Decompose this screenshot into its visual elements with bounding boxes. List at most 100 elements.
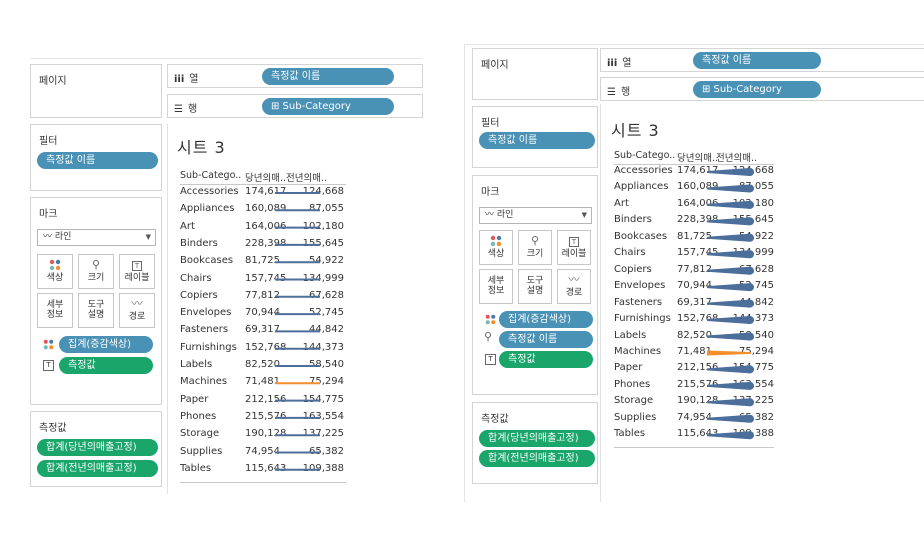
previous-year-cell: 87,055 <box>309 203 344 215</box>
label-icon: T <box>43 360 54 371</box>
color-dots-icon <box>43 339 54 350</box>
table-row: Machines 71,481 75,294 <box>180 376 346 392</box>
marks-card[interactable]: 마크 〰 라인 ▼ 색상 ⚲ 크기 T 레이블 세부 정보 도구 설명 〰 경로 <box>472 175 598 395</box>
sub-category-cell: Furnishings <box>180 341 237 353</box>
color-button[interactable]: 색상 <box>37 254 73 289</box>
pages-card[interactable]: 페이지 <box>472 48 598 100</box>
sub-category-cell: Bookcases <box>614 230 668 242</box>
measure-pill-current[interactable]: 합계(당년의매출고정) <box>37 439 158 456</box>
previous-year-cell: 54,922 <box>739 230 774 242</box>
rows-pill-sub-category[interactable]: ⊞ Sub-Category <box>262 98 394 115</box>
sheet-table: Sub-Catego.. 당년의매.. 전년의매.. Accessories 174,6… <box>180 0 430 536</box>
previous-year-cell: 154,775 <box>302 393 344 405</box>
marks-pill-measure-values[interactable]: 측정값 <box>59 357 153 374</box>
filter-pill-measure-names[interactable]: 측정값 이름 <box>479 132 595 149</box>
sub-category-cell: Tables <box>180 462 212 474</box>
table-row: Fasteners 69,317 44,842 <box>180 324 346 340</box>
rows-shelf[interactable]: ☰ 행 ⊞ Sub-Category <box>167 94 423 118</box>
previous-year-cell: 163,554 <box>302 410 344 422</box>
columns-pill-measure-names[interactable]: 측정값 이름 <box>693 52 821 69</box>
mark-type-dropdown[interactable]: 〰 라인 ▼ <box>37 229 156 246</box>
label-button[interactable]: T 레이블 <box>119 254 155 289</box>
color-button[interactable]: 색상 <box>479 230 513 265</box>
table-row: Binders 228,398 155,645 <box>180 238 346 254</box>
table-row: Copiers 77,812 67,628 <box>180 290 346 306</box>
columns-shelf[interactable]: iii 열 측정값 이름 <box>600 48 924 72</box>
previous-year-cell: 44,842 <box>309 324 344 336</box>
table-row: Art 164,006 102,180 <box>180 221 346 237</box>
previous-year-cell: 124,668 <box>732 165 774 176</box>
table-row: Phones 215,576 163,554 <box>180 411 346 427</box>
columns-shelf[interactable]: iii 열 측정값 이름 <box>167 64 423 88</box>
sub-category-cell: Paper <box>614 362 643 374</box>
pages-card[interactable]: 페이지 <box>30 64 162 118</box>
label-button[interactable]: T 레이블 <box>557 230 591 265</box>
sub-category-cell: Binders <box>180 237 218 249</box>
table-row: Art 164,006 102,180 <box>614 198 774 214</box>
path-button[interactable]: 〰 경로 <box>557 269 591 304</box>
previous-year-cell: 144,373 <box>302 341 344 353</box>
table-row: Labels 82,520 58,540 <box>180 359 346 375</box>
marks-pill-measure-names[interactable]: 측정값 이름 <box>499 331 593 348</box>
measure-pill-current[interactable]: 합계(당년의매출고정) <box>479 430 595 447</box>
marks-card[interactable]: 마크 〰 라인 ▼ 색상 ⚲ 크기 T 레이블 세부 정보 도구 설명 〰 경로 <box>30 197 162 405</box>
table-bottom-divider <box>180 482 346 484</box>
measure-pill-previous[interactable]: 합계(전년의매출고정) <box>37 460 158 477</box>
measure-values-card[interactable]: 측정값 합계(당년의매출고정) 합계(전년의매출고정) <box>30 411 162 487</box>
table-row: Bookcases 81,725 54,922 <box>614 231 774 247</box>
table-row: Envelopes 70,944 52,745 <box>614 280 774 296</box>
filters-card[interactable]: 필터 측정값 이름 <box>30 124 162 191</box>
sub-category-cell: Phones <box>180 410 217 422</box>
mark-type-value: 〰 라인 <box>43 232 72 242</box>
columns-pill-measure-names[interactable]: 측정값 이름 <box>262 68 394 85</box>
table-row: Chairs 157,745 134,999 <box>180 273 346 289</box>
path-button-label: 경로 <box>128 312 146 322</box>
tooltip-button[interactable]: 도구 설명 <box>518 269 552 304</box>
size-icon: ⚲ <box>91 258 101 271</box>
measure-values-card[interactable]: 측정값 합계(당년의매출고정) 합계(전년의매출고정) <box>472 402 598 484</box>
chevron-down-icon: ▼ <box>145 233 151 241</box>
table-row: Furnishings 152,768 144,373 <box>614 313 774 329</box>
header-current-year: 당년의매.. <box>245 173 286 184</box>
marks-pill-measure-values[interactable]: 측정값 <box>499 351 593 368</box>
current-year-cell: 174,617 <box>677 165 719 176</box>
sub-category-cell: Machines <box>180 376 228 388</box>
size-icon: ⚲ <box>484 330 493 343</box>
current-year-cell: 70,944 <box>245 307 280 319</box>
header-sub-category: Sub-Catego.. <box>180 170 242 181</box>
filters-card[interactable]: 필터 측정값 이름 <box>472 106 598 168</box>
current-year-cell: 212,156 <box>677 362 719 374</box>
current-year-cell: 190,128 <box>677 395 719 407</box>
detail-button[interactable]: 세부 정보 <box>479 269 513 304</box>
sub-category-cell: Fasteners <box>180 324 229 336</box>
sub-category-cell: Supplies <box>614 411 657 423</box>
columns-shelf-label: 열 <box>622 58 632 69</box>
size-button[interactable]: ⚲ 크기 <box>518 230 552 265</box>
detail-button[interactable]: 세부 정보 <box>37 293 73 328</box>
measure-pill-previous[interactable]: 합계(전년의매출고정) <box>479 450 595 467</box>
path-button[interactable]: 〰 경로 <box>119 293 155 328</box>
header-sub-category: Sub-Catego.. <box>614 150 676 161</box>
current-year-cell: 215,576 <box>677 378 719 390</box>
marks-pill-color-agg[interactable]: 집계(증감색상) <box>499 311 593 328</box>
header-current-year: 당년의매.. <box>677 153 718 164</box>
previous-year-cell: 65,382 <box>739 411 774 423</box>
table-row: Bookcases 81,725 54,922 <box>180 255 346 271</box>
tooltip-button[interactable]: 도구 설명 <box>78 293 114 328</box>
marks-pill-color-agg[interactable]: 집계(증감색상) <box>59 336 153 353</box>
right-screenshot: 페이지 필터 측정값 이름 마크 〰 라인 ▼ 색상 ⚲ 크기 T 레이블 세부… <box>464 0 924 536</box>
current-year-cell: 77,812 <box>245 289 280 301</box>
sub-category-cell: Accessories <box>180 186 239 197</box>
sub-category-cell: Appliances <box>180 203 235 215</box>
mark-type-dropdown[interactable]: 〰 라인 ▼ <box>479 207 592 224</box>
size-button[interactable]: ⚲ 크기 <box>78 254 114 289</box>
previous-year-cell: 87,055 <box>739 181 774 193</box>
previous-year-cell: 155,645 <box>302 237 344 249</box>
filter-pill-measure-names[interactable]: 측정값 이름 <box>37 152 158 169</box>
rows-pill-sub-category[interactable]: ⊞ Sub-Category <box>693 81 821 98</box>
current-year-cell: 82,520 <box>677 329 712 341</box>
sub-category-cell: Art <box>614 197 629 209</box>
pages-card-title: 페이지 <box>39 76 67 87</box>
rows-shelf[interactable]: ☰ 행 ⊞ Sub-Category <box>600 77 924 101</box>
table-row: Phones 215,576 163,554 <box>614 379 774 395</box>
